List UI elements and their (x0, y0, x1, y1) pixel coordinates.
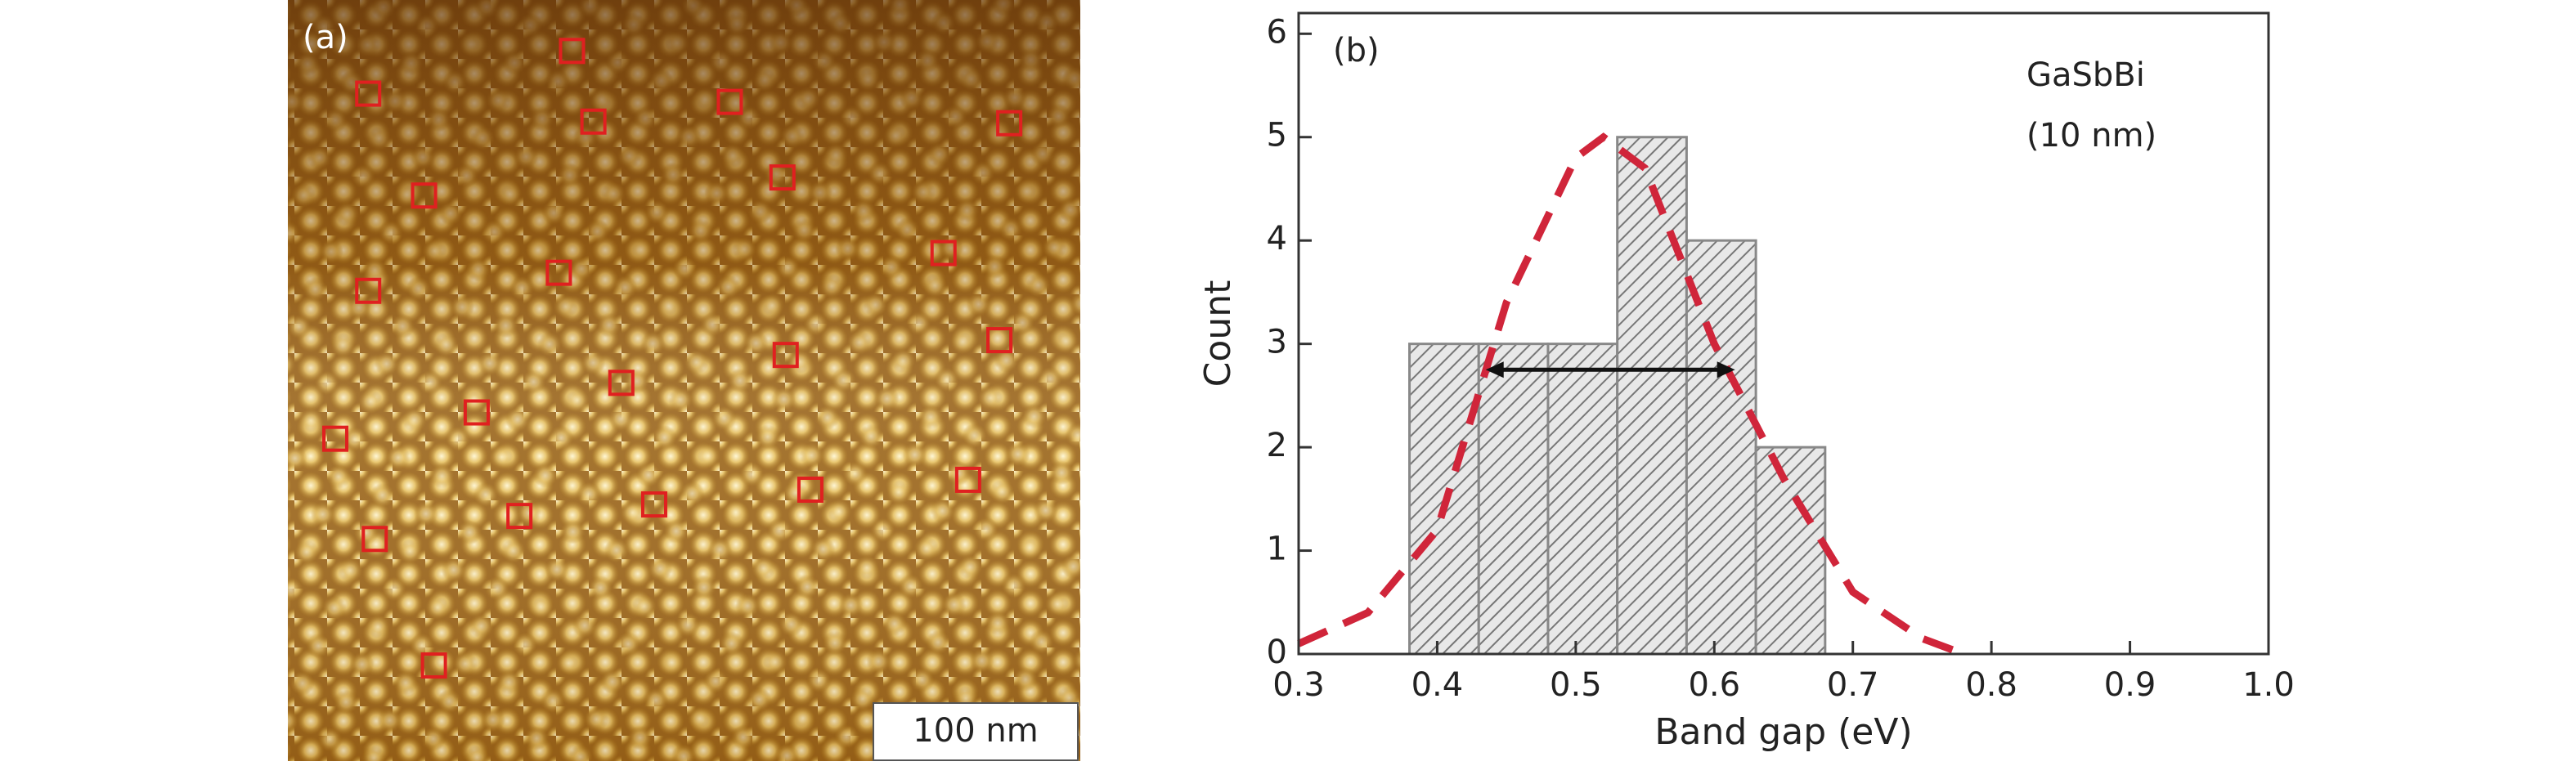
marker-square (545, 259, 572, 286)
x-tick-label: 0.9 (2104, 666, 2156, 704)
marker-square (986, 327, 1013, 354)
marker-square (463, 399, 490, 426)
marker-group (322, 38, 1023, 679)
x-tick-label: 0.4 (1411, 666, 1464, 704)
marker-square (772, 342, 799, 369)
plot-frame (1297, 11, 2270, 656)
fit-curve (1297, 132, 1965, 658)
annotation: GaSbBi (2026, 56, 2145, 94)
marker-square (930, 240, 957, 267)
arrow-head (1717, 361, 1735, 379)
bar (1685, 239, 1757, 656)
arrow-head (1485, 361, 1504, 379)
afm-panel: (a) 100 nm (288, 0, 1080, 761)
marker-square (769, 164, 796, 191)
x-tick-label: 0.8 (1965, 666, 2017, 704)
x-tick-label: 0.6 (1688, 666, 1740, 704)
bar (1616, 136, 1688, 656)
marker-square (420, 652, 447, 679)
bar (1477, 343, 1550, 656)
scale-bar-label: 100 nm (913, 712, 1038, 750)
plot: 0.3 0.4 0.5 0.6 0.7 0.8 0.9 1.0 0 1 2 3 4 5 6 Band gap … (1197, 11, 2295, 753)
y-tick-label: 1 (1267, 531, 1287, 568)
marker-square (797, 476, 824, 503)
marker-square (506, 503, 533, 530)
marker-square (954, 466, 981, 493)
marker-square (355, 80, 382, 107)
panel-label: (b) (1333, 32, 1380, 69)
y-tick-label: 5 (1267, 117, 1287, 155)
marker-square (608, 370, 635, 396)
marker-square (559, 38, 586, 65)
x-tick-label: 0.7 (1827, 666, 1879, 704)
marker-square (996, 110, 1023, 137)
x-tick-label: 0.3 (1272, 666, 1325, 704)
scale-bar-box (873, 702, 1079, 761)
marker-square (355, 277, 382, 304)
marker-square (640, 491, 667, 518)
x-axis-label: Band gap (eV) (1654, 711, 1912, 753)
y-axis-label: Count (1197, 280, 1239, 387)
marker-square (361, 526, 388, 553)
x-tick-label: 1.0 (2242, 666, 2295, 704)
x-tick-label: 0.5 (1550, 666, 1602, 704)
y-tick-label: 3 (1267, 324, 1287, 361)
y-tick-label: 2 (1267, 427, 1287, 464)
bar (1546, 343, 1619, 656)
y-tick-label: 4 (1267, 220, 1287, 258)
marker-square (716, 88, 743, 115)
y-tick-label: 0 (1267, 634, 1287, 671)
afm-shading (288, 0, 1080, 761)
marker-square (322, 425, 349, 452)
y-tick-label: 6 (1267, 13, 1287, 51)
marker-square (411, 182, 438, 209)
panel-label: (a) (303, 19, 348, 56)
annotation: (10 nm) (2026, 117, 2156, 155)
marker-square (580, 108, 607, 135)
bar (1754, 446, 1827, 656)
